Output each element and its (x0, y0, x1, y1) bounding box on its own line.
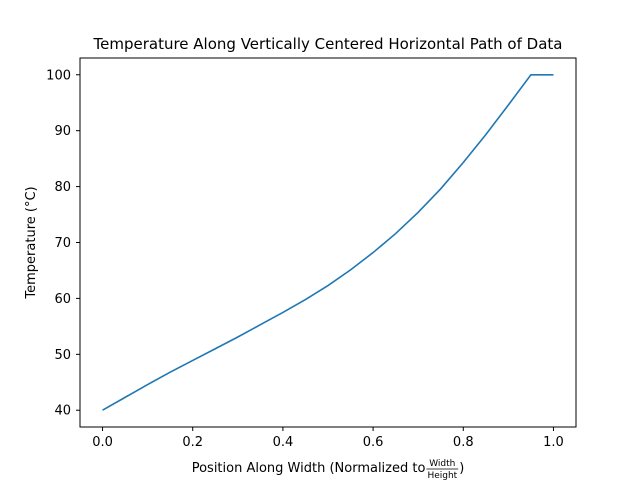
y-tick-label: 100 (46, 68, 71, 83)
x-tick-label: 0.6 (363, 435, 384, 450)
y-tick-label: 50 (54, 348, 71, 363)
x-tick-label: 0.2 (182, 435, 203, 450)
x-tick-label: 0.4 (273, 435, 294, 450)
y-tick-label: 90 (54, 124, 71, 139)
x-axis-label-suffix: ) (459, 461, 464, 476)
y-axis-label: Temperature (°C) (24, 186, 39, 299)
y-tick-label: 60 (54, 292, 71, 307)
y-tick-label: 70 (54, 236, 71, 251)
series-line (102, 73, 554, 411)
fraction-numerator: Width (429, 459, 455, 469)
chart-title: Temperature Along Vertically Centered Ho… (93, 35, 563, 53)
y-axis-ticks: 40 50 60 70 80 90 100 (46, 68, 80, 419)
y-tick-label: 80 (54, 180, 71, 195)
fraction-denominator: Height (427, 471, 457, 480)
x-axis-label: Position Along Width (Normalized to (192, 461, 426, 476)
y-tick-label: 40 (54, 404, 71, 419)
x-axis-label-fraction: Width Height (426, 459, 459, 481)
x-tick-label: 0.8 (453, 435, 474, 450)
x-tick-label: 0.0 (92, 435, 113, 450)
x-axis-ticks: 0.0 0.2 0.4 0.6 0.8 1.0 (92, 427, 564, 450)
x-tick-label: 1.0 (543, 435, 564, 450)
x-axis-label-prefix: Position Along Width (Normalized to (192, 461, 426, 476)
